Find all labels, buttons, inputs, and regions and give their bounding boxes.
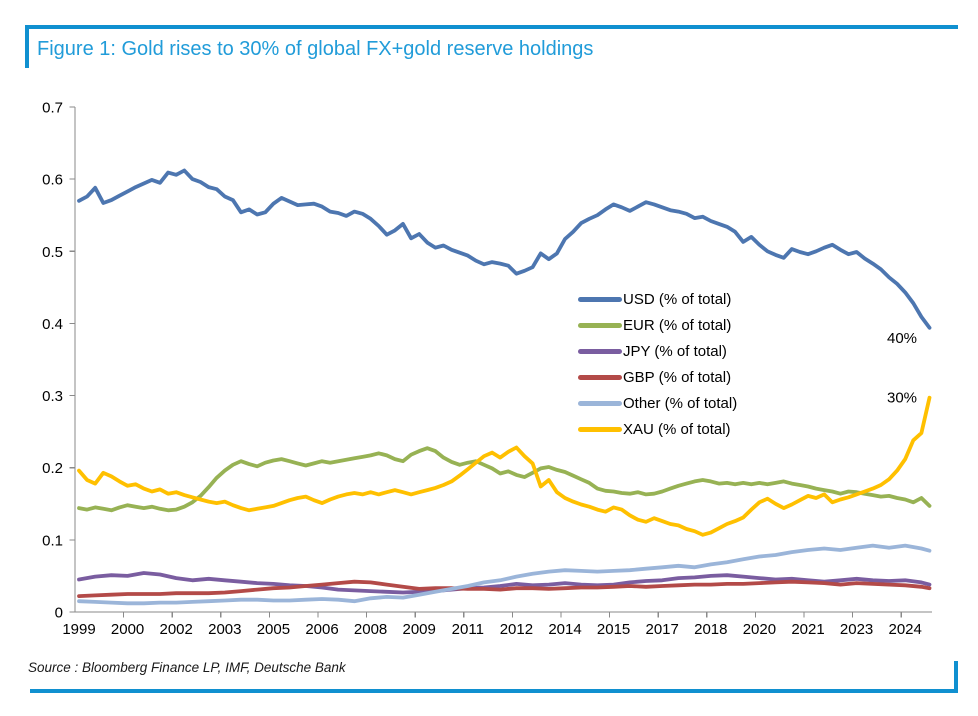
- bottom-accent-bar: [954, 661, 958, 693]
- series-line-jpy: [77, 571, 932, 595]
- y-axis-label: 0.4: [42, 316, 63, 333]
- figure-title: Figure 1: Gold rises to 30% of global FX…: [37, 38, 594, 60]
- legend-item-xau: XAU (% of total): [578, 416, 737, 442]
- x-axis-label: 2008: [354, 621, 387, 638]
- legend-label: EUR (% of total): [623, 316, 732, 334]
- y-axis-label: 0.6: [42, 172, 63, 189]
- top-border-line: [25, 25, 958, 29]
- y-axis-label: 0.3: [42, 388, 63, 405]
- x-axis-label: 2005: [257, 621, 290, 638]
- y-axis-label: 0.7: [42, 100, 63, 117]
- x-axis-label: 2017: [646, 621, 679, 638]
- series-line-eur: [77, 446, 932, 513]
- legend-item-usd: USD (% of total): [578, 286, 737, 312]
- x-axis-label: 2009: [403, 621, 436, 638]
- legend-swatch-jpy: [578, 348, 622, 354]
- title-accent-bar: [25, 25, 29, 68]
- x-axis-label: 2003: [208, 621, 241, 638]
- x-axis-label: 2002: [160, 621, 193, 638]
- legend-swatch-usd: [578, 296, 622, 302]
- x-axis-label: 2011: [452, 621, 484, 638]
- series-line-other: [77, 543, 932, 606]
- source-note: Source : Bloomberg Finance LP, IMF, Deut…: [28, 660, 346, 675]
- series-line-gbp: [77, 579, 932, 598]
- series-line-xau: [77, 395, 932, 537]
- legend-swatch-xau: [578, 426, 622, 432]
- legend-swatch-gbp: [578, 374, 622, 380]
- legend-item-other: Other (% of total): [578, 390, 737, 416]
- x-axis-label: 1999: [62, 621, 95, 638]
- x-axis-label: 2018: [694, 621, 727, 638]
- x-axis-label: 2014: [548, 621, 581, 638]
- annotation-30%: 30%: [887, 390, 917, 407]
- legend: USD (% of total) EUR (% of total) JPY (% o…: [578, 286, 737, 442]
- legend-label: USD (% of total): [623, 290, 732, 308]
- x-axis-label: 2000: [111, 621, 144, 638]
- x-axis-label: 2012: [500, 621, 533, 638]
- annotation-40%: 40%: [887, 330, 917, 347]
- series-line-usd: [77, 168, 932, 330]
- legend-item-jpy: JPY (% of total): [578, 338, 737, 364]
- x-axis-label: 2024: [889, 621, 922, 638]
- y-axis-label: 0.1: [42, 532, 63, 549]
- y-axis-label: 0.5: [42, 244, 63, 261]
- x-axis-label: 2015: [597, 621, 630, 638]
- legend-label: Other (% of total): [623, 394, 738, 412]
- x-axis-label: 2023: [840, 621, 873, 638]
- x-axis-label: 2020: [743, 621, 776, 638]
- legend-item-gbp: GBP (% of total): [578, 364, 737, 390]
- legend-label: JPY (% of total): [623, 342, 727, 360]
- y-axis-label: 0: [55, 605, 63, 622]
- legend-swatch-eur: [578, 322, 622, 328]
- bottom-border-line: [30, 689, 958, 693]
- legend-label: GBP (% of total): [623, 368, 732, 386]
- x-axis-label: 2006: [305, 621, 338, 638]
- x-axis-label: 2021: [791, 621, 824, 638]
- legend-swatch-other: [578, 400, 622, 406]
- y-axis-label: 0.2: [42, 460, 63, 477]
- legend-label: XAU (% of total): [623, 420, 731, 438]
- legend-item-eur: EUR (% of total): [578, 312, 737, 338]
